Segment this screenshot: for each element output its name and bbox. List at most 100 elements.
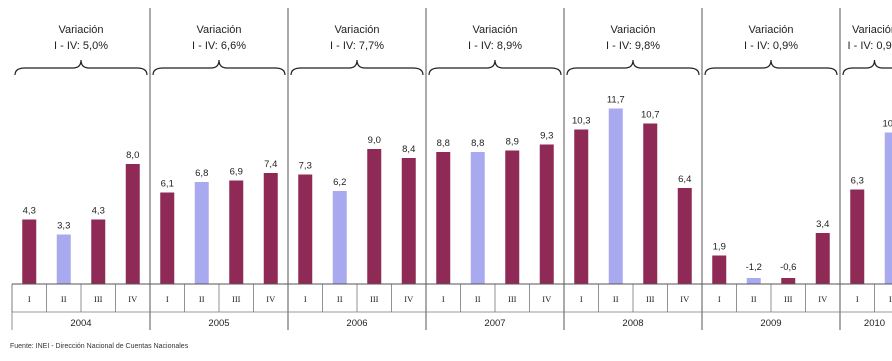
data-label: 3,4 [816,219,829,230]
quarter-label: IV [404,294,414,304]
bar-2008-II [608,108,623,284]
bar-2005-II [194,182,209,284]
bar-2007-III [505,150,520,284]
data-label: 8,8 [437,138,450,149]
data-label: 1,9 [713,242,726,253]
bar-2009-III [781,278,796,284]
data-label: -0,6 [780,262,796,273]
quarter-label: II [61,294,67,304]
bar-2007-II [470,152,485,284]
quarter-label: II [337,294,343,304]
data-label: 4,3 [23,206,36,217]
variation-value: I - IV: 7,7% [330,40,384,52]
year-label: 2004 [70,318,91,329]
quarter-label: IV [542,294,552,304]
bar-2004-I [22,219,37,284]
bar-2008-III [643,123,658,284]
bar-2004-III [91,219,106,284]
variation-title: Variación [610,24,655,36]
quarter-label: III [370,294,379,304]
data-label: 10,7 [641,110,660,121]
data-label: 9,3 [540,131,553,142]
data-label: 3,3 [57,221,70,232]
quarter-label: IV [680,294,690,304]
variation-title: Variación [472,24,517,36]
bar-2010-II [884,132,892,284]
quarter-label: IV [818,294,828,304]
variation-value: I - IV: 9,8% [606,40,660,52]
variation-title: Variación [852,24,892,36]
data-label: 7,3 [299,161,312,172]
quarter-label: I [28,294,31,304]
variation-title: Variación [748,24,793,36]
bar-2006-IV [401,158,416,284]
data-label: -1,2 [746,262,762,273]
quarter-label: II [889,294,892,304]
bar-2004-IV [125,164,140,284]
quarter-label: I [166,294,169,304]
variation-value: I - IV: 8,9% [468,40,522,52]
data-label: 6,1 [161,179,174,190]
data-label: 8,4 [402,144,415,155]
bar-2005-IV [263,173,278,284]
data-label: 10,1 [883,119,892,130]
quarter-label: III [784,294,793,304]
source-note: Fuente: INEI - Dirección Nacional de Cue… [10,343,189,350]
quarter-label: II [751,294,757,304]
bar-2007-I [436,152,451,284]
variation-value: I - IV: 0,9% [744,40,798,52]
bar-2007-IV [539,144,554,284]
quarter-label: I [856,294,859,304]
quarter-label: III [508,294,517,304]
variation-brace [290,59,424,76]
data-label: 6,2 [333,177,346,188]
data-label: 6,8 [195,168,208,179]
year-label: 2009 [760,318,781,329]
data-label: 8,0 [126,150,139,161]
bar-2008-I [574,129,589,284]
variation-brace [842,59,892,76]
year-label: 2005 [208,318,229,329]
quarter-label: III [232,294,241,304]
bar-2010-I [850,189,865,284]
quarter-label: III [94,294,103,304]
bar-2006-II [332,191,347,284]
year-label: 2010 [864,318,885,329]
quarter-label: I [718,294,721,304]
data-label: 6,4 [678,174,691,185]
variation-title: Variación [334,24,379,36]
data-label: 8,8 [471,138,484,149]
data-label: 11,7 [607,95,625,106]
quarter-label: II [613,294,619,304]
bar-2009-II [746,278,761,284]
year-label: 2008 [622,318,643,329]
variation-value: I - IV: 0,9% [847,40,892,52]
variation-brace [428,59,562,76]
year-label: 2007 [484,318,505,329]
data-label: 6,3 [851,176,864,187]
variation-title: Variación [58,24,103,36]
bar-2006-I [298,174,313,284]
bar-2004-II [56,234,71,284]
data-label: 6,9 [230,167,243,178]
variation-brace [704,59,838,76]
bar-2009-IV [815,233,830,284]
quarter-label: II [475,294,481,304]
year-label: 2006 [346,318,367,329]
quarter-label: IV [266,294,276,304]
data-label: 4,3 [92,206,105,217]
bar-2006-III [367,149,382,284]
bar-2005-III [229,180,244,284]
bar-2005-I [160,192,175,284]
bar-2008-IV [677,188,692,284]
data-label: 8,9 [506,137,519,148]
variation-brace [566,59,700,76]
quarter-label: II [199,294,205,304]
bar-2009-I [712,255,727,284]
variation-title: Variación [196,24,241,36]
variation-value: I - IV: 6,6% [192,40,246,52]
quarter-label: IV [128,294,138,304]
quarter-label: I [304,294,307,304]
data-label: 10,3 [572,116,591,127]
